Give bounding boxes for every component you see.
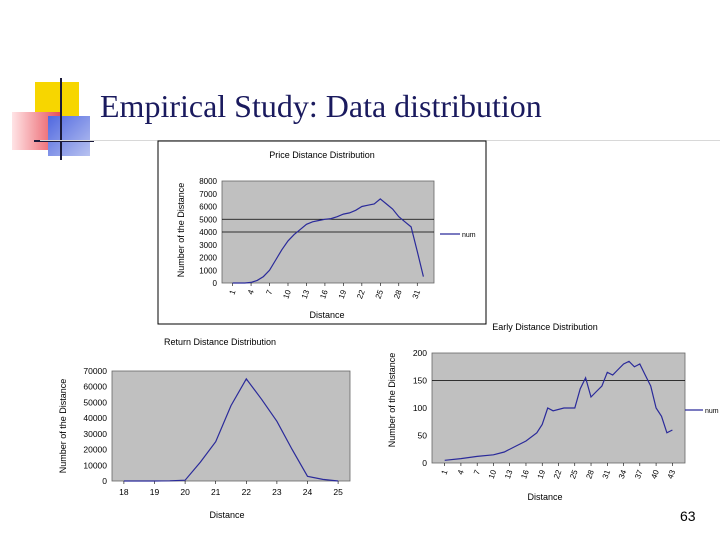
return-y-tick-label: 40000: [83, 413, 107, 423]
return-y-tick-label: 20000: [83, 445, 107, 455]
early-x-tick-label: 4: [456, 468, 466, 476]
price-x-tick-label: 22: [355, 288, 367, 300]
price-chart-title: Price Distance Distribution: [269, 150, 375, 160]
early-x-tick-label: 28: [584, 468, 596, 480]
price-y-tick-label: 7000: [199, 190, 217, 199]
return-x-tick-label: 21: [211, 487, 221, 497]
price-x-tick-label: 4: [246, 288, 256, 296]
early-series-line: [444, 360, 673, 461]
return-plot-area: [111, 370, 351, 482]
early-x-axis-label: Distance: [527, 492, 562, 502]
return-chart-title: Return Distance Distribution: [164, 337, 276, 347]
return-x-axis-label: Distance: [209, 510, 244, 520]
price-x-tick-label: 19: [337, 288, 349, 300]
price-x-tick-label: 28: [392, 288, 404, 300]
price-x-tick-label: 31: [411, 288, 423, 300]
price-x-tick-label: 1: [227, 288, 237, 296]
early-x-tick-label: 40: [649, 468, 661, 480]
price-distance-chart: Price Distance Distribution 8000 7000 6000 5…: [157, 140, 487, 325]
price-legend-label: num: [462, 232, 476, 239]
early-legend-label: num: [705, 408, 719, 415]
return-chart-svg: Return Distance Distribution 70000 60000 50…: [58, 337, 351, 520]
return-y-tick-label: 30000: [83, 429, 107, 439]
deco-horizontal-line: [34, 140, 94, 142]
early-y-axis-label: Number of the Distance: [387, 353, 397, 448]
return-y-tick-label: 10000: [83, 460, 107, 470]
price-x-tick-label: 13: [300, 288, 312, 300]
deco-blue-square: [48, 116, 90, 156]
price-y-tick-label: 8000: [199, 177, 217, 186]
return-x-tick-label: 23: [272, 487, 282, 497]
early-y-tick-label: 100: [413, 403, 427, 413]
return-x-tick-label: 20: [180, 487, 190, 497]
price-x-tick-label: 7: [264, 288, 274, 296]
early-chart-title: Early Distance Distribution: [492, 322, 598, 332]
return-y-tick-label: 0: [102, 476, 107, 486]
price-y-tick-label: 5000: [199, 215, 217, 224]
return-x-tick-label: 22: [242, 487, 252, 497]
return-y-tick-label: 60000: [83, 382, 107, 392]
slide-title: Empirical Study: Data distribution: [100, 88, 542, 124]
price-y-tick-label: 6000: [199, 203, 217, 212]
early-x-tick-label: 13: [503, 468, 515, 480]
early-y-tick-label: 50: [418, 431, 428, 441]
return-y-tick-label: 50000: [83, 397, 107, 407]
early-x-tick-label: 22: [552, 468, 564, 480]
early-x-tick-label: 7: [472, 468, 482, 476]
price-series-line: [232, 198, 424, 284]
return-x-tick-label: 19: [150, 487, 160, 497]
price-x-tick-label: 25: [374, 288, 386, 300]
early-y-tick-label: 0: [422, 458, 427, 468]
early-y-tick-label: 200: [413, 348, 427, 358]
early-distance-chart: Early Distance Distribution 200 150 100 50 0 1…: [370, 318, 720, 510]
return-y-tick-label: 70000: [83, 366, 107, 376]
return-series-line: [123, 377, 339, 482]
deco-vertical-line: [60, 78, 62, 160]
early-x-tick-label: 43: [666, 468, 678, 480]
early-x-tick-label: 16: [519, 468, 531, 480]
return-x-tick-label: 24: [303, 487, 313, 497]
price-chart-svg: Price Distance Distribution 8000 7000 6000 5…: [157, 140, 487, 325]
return-distance-chart: Return Distance Distribution 70000 60000 50…: [55, 328, 377, 528]
return-x-tick-label: 25: [333, 487, 343, 497]
price-x-tick-label: 10: [281, 288, 293, 300]
price-y-tick-label: 2000: [199, 254, 217, 263]
early-x-tick-label: 34: [617, 468, 629, 480]
return-y-axis-label: Number of the Distance: [58, 379, 68, 474]
page-number: 63: [680, 508, 696, 524]
price-y-axis-label: Number of the Distance: [176, 183, 186, 278]
early-x-tick-label: 37: [633, 468, 645, 480]
early-chart-svg: Early Distance Distribution 200 150 100 50 0 1…: [387, 322, 719, 502]
early-plot-area: [431, 352, 686, 464]
early-x-tick-label: 25: [568, 468, 580, 480]
early-x-tick-label: 1: [440, 468, 450, 476]
early-x-tick-label: 31: [601, 468, 613, 480]
price-y-tick-label: 0: [213, 279, 218, 288]
price-y-tick-label: 1000: [199, 266, 217, 275]
early-y-tick-label: 150: [413, 376, 427, 386]
price-y-tick-label: 4000: [199, 228, 217, 237]
return-x-tick-label: 18: [119, 487, 129, 497]
price-x-tick-label: 16: [318, 288, 330, 300]
price-y-tick-label: 3000: [199, 241, 217, 250]
price-x-axis-label: Distance: [309, 310, 344, 320]
early-x-tick-label: 10: [487, 468, 499, 480]
early-x-tick-label: 19: [536, 468, 548, 480]
